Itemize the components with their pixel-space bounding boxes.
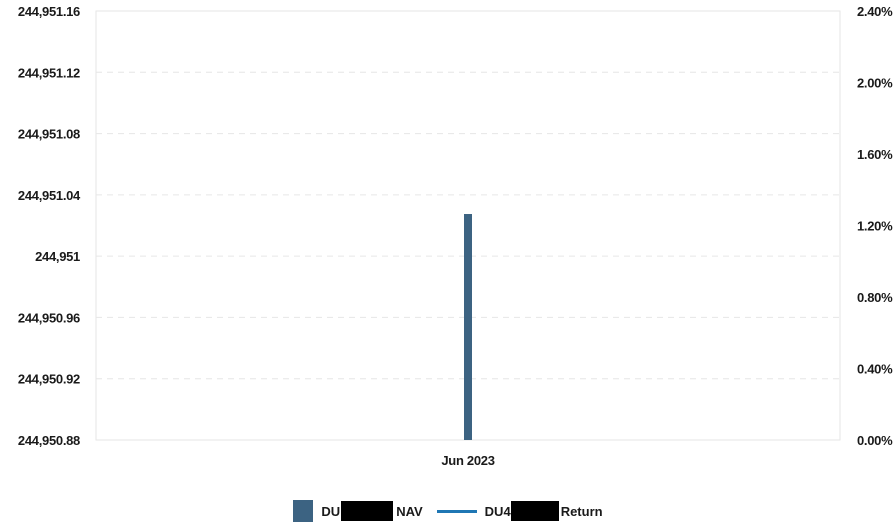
right-tick-label: 0.80%	[857, 290, 893, 305]
legend-nav-suffix: NAV	[396, 503, 423, 519]
chart: 244,950.88 244,950.92 244,950.96 244,951 244…	[18, 4, 893, 468]
grid-lines	[96, 71, 840, 380]
left-tick-label: 244,950.96	[18, 310, 80, 325]
legend-return-suffix: Return	[560, 503, 603, 519]
bar-series	[464, 214, 472, 440]
right-axis-ticks: 0.00% 0.40% 0.80% 1.20% 1.60% 2.00% 2.40%	[857, 4, 893, 448]
left-tick-label: 244,951.12	[18, 65, 80, 80]
right-tick-label: 0.00%	[857, 433, 893, 448]
redaction-box	[341, 501, 394, 521]
left-tick-label: 244,951.08	[18, 127, 80, 142]
left-tick-label: 244,950.88	[18, 433, 80, 448]
right-tick-label: 2.00%	[857, 76, 893, 91]
legend-swatch-return	[436, 509, 477, 513]
left-tick-label: 244,951	[35, 249, 80, 264]
legend-label-nav: DU NAV	[321, 501, 423, 521]
legend: DU NAV DU4 Return	[0, 497, 896, 525]
right-tick-label: 1.20%	[857, 219, 893, 234]
legend-item-nav[interactable]: DU NAV	[293, 500, 423, 522]
x-tick-label: Jun 2023	[441, 453, 494, 468]
left-axis-ticks: 244,950.88 244,950.92 244,950.96 244,951 244…	[18, 4, 81, 448]
legend-label-return: DU4 Return	[485, 501, 603, 521]
right-tick-label: 1.60%	[857, 147, 893, 162]
legend-return-prefix: DU4	[484, 503, 511, 519]
left-tick-label: 244,951.04	[18, 188, 81, 203]
bar-nav[interactable]	[464, 214, 472, 440]
x-axis-ticks: Jun 2023	[441, 453, 495, 468]
right-tick-label: 0.40%	[857, 362, 893, 377]
redaction-box	[510, 501, 559, 521]
legend-swatch-nav	[293, 500, 314, 522]
right-tick-label: 2.40%	[857, 4, 893, 19]
left-tick-label: 244,951.16	[18, 4, 80, 19]
legend-nav-prefix: DU	[321, 503, 341, 519]
left-tick-label: 244,950.92	[18, 372, 80, 387]
legend-item-return[interactable]: DU4 Return	[436, 501, 603, 521]
